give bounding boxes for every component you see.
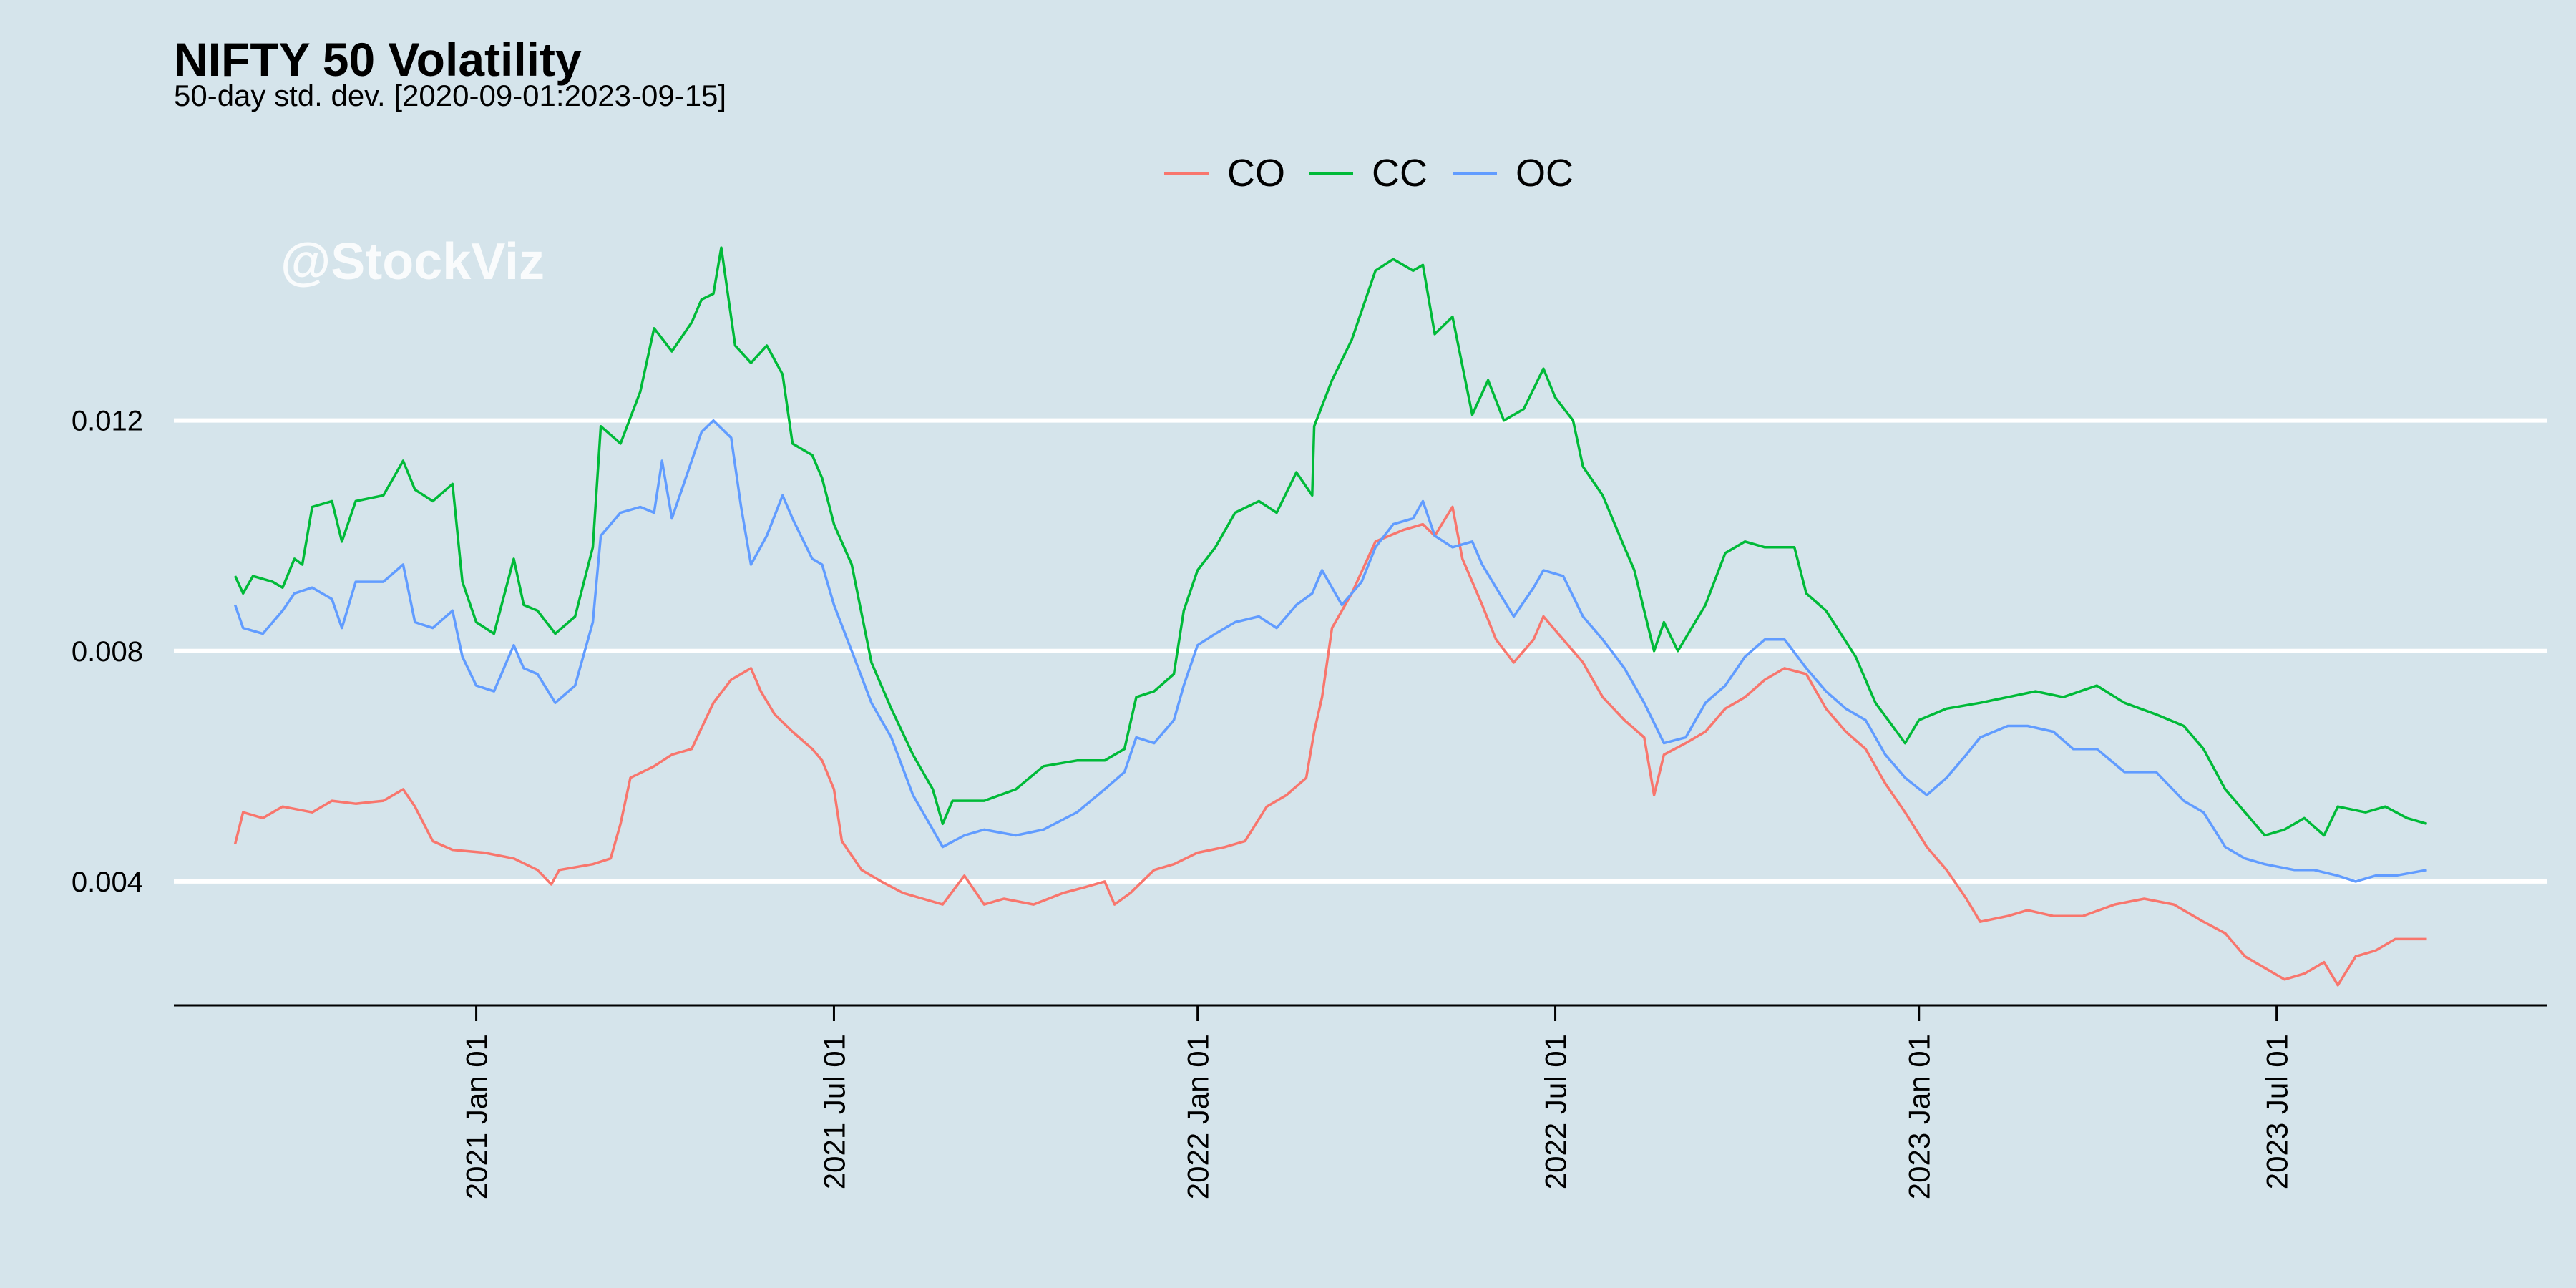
x-tick-label: 2022 Jan 01	[1181, 1034, 1215, 1199]
x-tick-label: 2022 Jul 01	[1539, 1034, 1573, 1189]
series-lines	[233, 246, 2427, 987]
legend-label-cc: CC	[1372, 152, 1428, 195]
series-line-cc	[234, 246, 2427, 837]
gridlines	[174, 418, 2547, 884]
legend: CO CC OC	[1164, 152, 1574, 195]
chart-title: NIFTY 50 Volatility	[174, 33, 582, 86]
watermark: @StockViz	[280, 233, 545, 291]
series-line-oc	[233, 419, 2427, 883]
x-axis: 2021 Jan 01 2021 Jul 01 2022 Jan 01 2022 Ju…	[174, 1004, 2547, 1199]
x-tick-label: 2023 Jul 01	[2260, 1034, 2294, 1189]
y-tick-label: 0.004	[72, 867, 143, 898]
y-tick-label: 0.012	[72, 406, 143, 437]
y-axis: 0.004 0.008 0.012	[72, 406, 143, 898]
x-tick-label: 2023 Jan 01	[1903, 1034, 1936, 1199]
y-tick-label: 0.008	[72, 636, 143, 668]
chart-subtitle: 50-day std. dev. [2020-09-01:2023-09-15]	[174, 79, 726, 112]
legend-label-co: CO	[1227, 152, 1285, 195]
x-tick-label: 2021 Jan 01	[460, 1034, 494, 1199]
legend-label-oc: OC	[1516, 152, 1574, 195]
series-line-co	[233, 505, 2427, 987]
x-tick-label: 2021 Jul 01	[817, 1034, 851, 1189]
